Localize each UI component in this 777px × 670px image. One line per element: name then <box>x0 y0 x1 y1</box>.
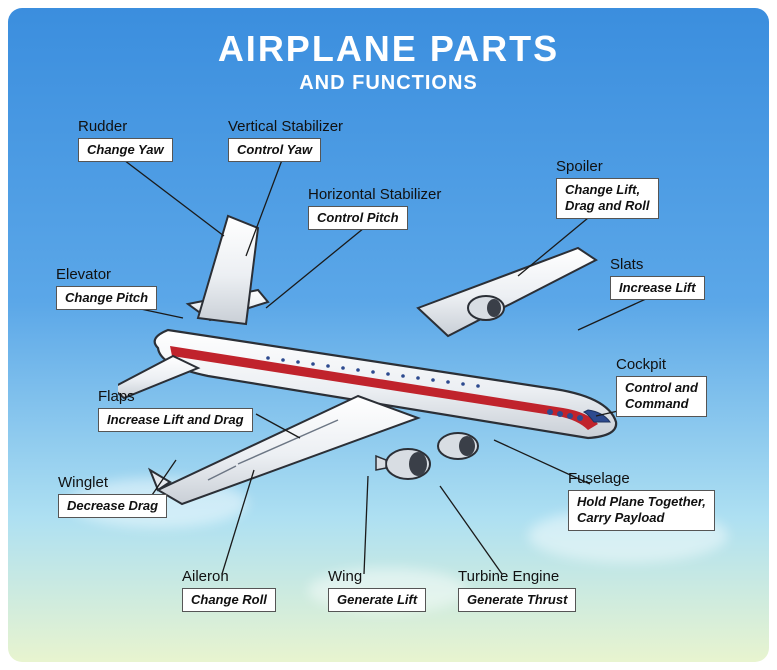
part-name: Wing <box>328 568 426 585</box>
part-function: Increase Lift and Drag <box>98 408 253 432</box>
label-horizontal-stabilizer: Horizontal Stabilizer Control Pitch <box>308 186 441 230</box>
part-name: Spoiler <box>556 158 659 175</box>
part-function: Decrease Drag <box>58 494 167 518</box>
part-function: Increase Lift <box>610 276 705 300</box>
diagram-title: AIRPLANE PARTS <box>8 28 769 70</box>
part-name: Fuselage <box>568 470 715 487</box>
label-elevator: Elevator Change Pitch <box>56 266 157 310</box>
part-name: Horizontal Stabilizer <box>308 186 441 203</box>
part-function: Control andCommand <box>616 376 707 417</box>
label-winglet: Winglet Decrease Drag <box>58 474 167 518</box>
label-slats: Slats Increase Lift <box>610 256 705 300</box>
part-name: Flaps <box>98 388 253 405</box>
part-function: Hold Plane Together,Carry Payload <box>568 490 715 531</box>
part-name: Aileron <box>182 568 276 585</box>
part-name: Cockpit <box>616 356 707 373</box>
part-function: Change Yaw <box>78 138 173 162</box>
label-aileron: Aileron Change Roll <box>182 568 276 612</box>
part-function: Change Lift,Drag and Roll <box>556 178 659 219</box>
part-function: Control Pitch <box>308 206 408 230</box>
part-function: Generate Thrust <box>458 588 576 612</box>
diagram-panel: AIRPLANE PARTS AND FUNCTIONS <box>8 8 769 662</box>
part-name: Vertical Stabilizer <box>228 118 343 135</box>
part-function: Control Yaw <box>228 138 321 162</box>
part-name: Winglet <box>58 474 167 491</box>
part-name: Turbine Engine <box>458 568 576 585</box>
label-cockpit: Cockpit Control andCommand <box>616 356 707 417</box>
part-name: Rudder <box>78 118 173 135</box>
part-name: Slats <box>610 256 705 273</box>
label-fuselage: Fuselage Hold Plane Together,Carry Paylo… <box>568 470 715 531</box>
label-vertical-stabilizer: Vertical Stabilizer Control Yaw <box>228 118 343 162</box>
part-function: Change Roll <box>182 588 276 612</box>
label-spoiler: Spoiler Change Lift,Drag and Roll <box>556 158 659 219</box>
diagram-frame: AIRPLANE PARTS AND FUNCTIONS <box>0 0 777 670</box>
part-function: Change Pitch <box>56 286 157 310</box>
diagram-subtitle: AND FUNCTIONS <box>8 72 769 95</box>
part-function: Generate Lift <box>328 588 426 612</box>
label-wing: Wing Generate Lift <box>328 568 426 612</box>
part-name: Elevator <box>56 266 157 283</box>
label-turbine-engine: Turbine Engine Generate Thrust <box>458 568 576 612</box>
label-flaps: Flaps Increase Lift and Drag <box>98 388 253 432</box>
label-rudder: Rudder Change Yaw <box>78 118 173 162</box>
